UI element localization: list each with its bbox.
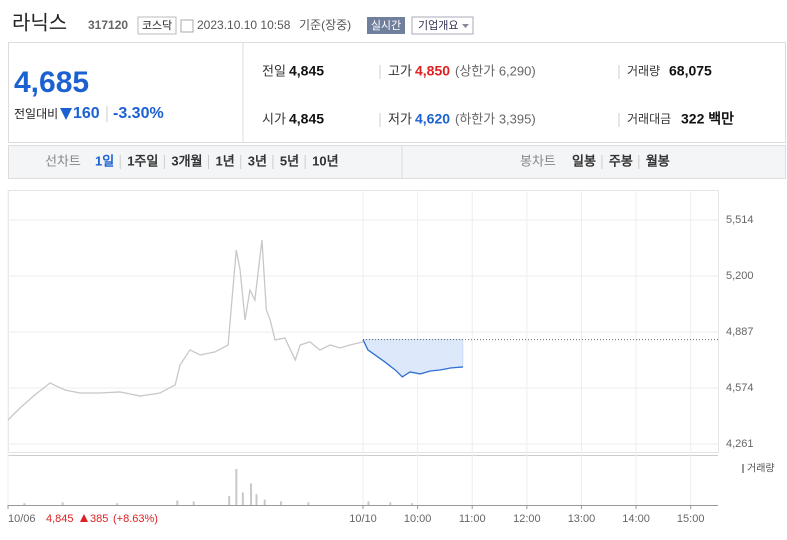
price-line bbox=[362, 339, 464, 378]
candle-chart-label: 봉차트 bbox=[520, 153, 556, 168]
cell-value: 322 백만 bbox=[681, 111, 734, 127]
cell-note: (하한가 3,395) bbox=[455, 111, 536, 126]
cell-label: 거래대금 bbox=[627, 112, 671, 126]
cell-label: 고가 bbox=[388, 63, 412, 78]
change: 160 bbox=[73, 105, 100, 122]
basis: 기준(장중) bbox=[299, 18, 351, 32]
x-tick-label: 11:00 bbox=[459, 513, 486, 525]
cell-label: 시가 bbox=[262, 111, 286, 126]
x-tick-label: 15:00 bbox=[677, 513, 705, 525]
volume-bar bbox=[192, 501, 195, 505]
x-tick-label: 13:00 bbox=[568, 513, 596, 525]
cell-label: 전일 bbox=[262, 63, 286, 78]
up-icon bbox=[80, 514, 88, 522]
y-tick-label: 5,514 bbox=[726, 214, 754, 226]
tab-bar bbox=[8, 145, 786, 179]
cell-note: (상한가 6,290) bbox=[455, 63, 536, 78]
candle-tab[interactable]: 일봉 bbox=[572, 153, 596, 168]
volume-legend-icon bbox=[742, 464, 744, 473]
x-tick-label: 12:00 bbox=[513, 513, 541, 525]
volume-bar bbox=[263, 499, 266, 505]
datetime: 2023.10.10 10:58 bbox=[197, 18, 291, 32]
footer-close: 4,845 bbox=[46, 513, 74, 525]
line-chart-label: 선차트 bbox=[45, 153, 81, 168]
y-tick-label: 4,574 bbox=[726, 382, 754, 394]
price: 4,685 bbox=[14, 66, 89, 99]
cell-value: 68,075 bbox=[669, 63, 712, 79]
company-button[interactable] bbox=[411, 16, 474, 35]
price-line bbox=[7, 239, 364, 421]
dropdown-arrow bbox=[462, 24, 469, 28]
period-tab[interactable]: 10년 bbox=[312, 153, 338, 168]
volume-bar bbox=[280, 501, 283, 505]
cell-value: 4,850 bbox=[415, 63, 450, 79]
volume-bar bbox=[411, 503, 414, 505]
y-tick-label: 4,887 bbox=[726, 326, 754, 338]
cell-value: 4,845 bbox=[289, 111, 324, 127]
volume-bar bbox=[235, 469, 238, 505]
cell-label: 저가 bbox=[388, 111, 412, 126]
period-tab[interactable]: 1주일 bbox=[127, 153, 158, 168]
volume-bar bbox=[241, 492, 244, 505]
cell-value: 4,845 bbox=[289, 63, 324, 79]
footer-change: 385 bbox=[90, 513, 108, 525]
period-tab[interactable]: 3년 bbox=[248, 153, 267, 168]
market-badge bbox=[137, 16, 177, 35]
volume-bar bbox=[116, 503, 119, 505]
change-label: 전일대비 bbox=[14, 107, 58, 121]
volume-bar bbox=[61, 502, 64, 505]
cell-label: 거래량 bbox=[627, 64, 660, 78]
market: 코스닥 bbox=[142, 19, 172, 32]
period-tab[interactable]: 1일 bbox=[95, 153, 114, 168]
realtime[interactable]: 실시간 bbox=[371, 19, 401, 32]
plot: 5,514 5,200 4,887 4,574 4,261 10/06 10/10 10:00… bbox=[7, 190, 754, 525]
x-tick-label: 14:00 bbox=[622, 513, 650, 525]
volume-bar bbox=[176, 500, 179, 505]
volume-bar bbox=[23, 503, 26, 505]
volume-bar bbox=[367, 501, 370, 505]
x-tick-label: 10/10 bbox=[349, 513, 377, 525]
period-tab[interactable]: 1년 bbox=[216, 153, 235, 168]
candle-tab[interactable]: 월봉 bbox=[646, 153, 670, 168]
area bbox=[362, 339, 464, 378]
info-box bbox=[8, 42, 786, 143]
x-tick-label: 10:00 bbox=[404, 513, 432, 525]
period-tab[interactable]: 5년 bbox=[280, 153, 299, 168]
volume-bar bbox=[250, 483, 253, 505]
volume-label: 거래량 bbox=[747, 463, 775, 475]
change-pct: -3.30% bbox=[113, 105, 164, 122]
volume-bar bbox=[255, 494, 258, 505]
volume-bar bbox=[389, 502, 392, 505]
down-icon bbox=[60, 108, 72, 120]
footer-change-pct: (+8.63%) bbox=[113, 513, 158, 525]
clock-icon bbox=[180, 19, 194, 33]
period-tab[interactable]: 3개월 bbox=[171, 153, 202, 168]
realtime-badge[interactable] bbox=[367, 17, 405, 34]
y-tick-label: 5,200 bbox=[726, 270, 754, 282]
tabs: 1일 1주일 3개월 1년 3년 5년 10년 일봉 주봉 월봉 bbox=[95, 153, 670, 169]
volume-bar bbox=[307, 502, 310, 505]
y-tick-label: 4,261 bbox=[726, 438, 754, 450]
stock-code: 317120 bbox=[88, 18, 128, 32]
x-tick-label: 10/06 bbox=[8, 513, 36, 525]
stock-name: 라닉스 bbox=[12, 11, 67, 34]
candle-tab[interactable]: 주봉 bbox=[609, 153, 633, 168]
cell-value: 4,620 bbox=[415, 111, 450, 127]
volume-bar bbox=[228, 496, 231, 505]
company[interactable]: 기업개요 bbox=[418, 19, 458, 32]
